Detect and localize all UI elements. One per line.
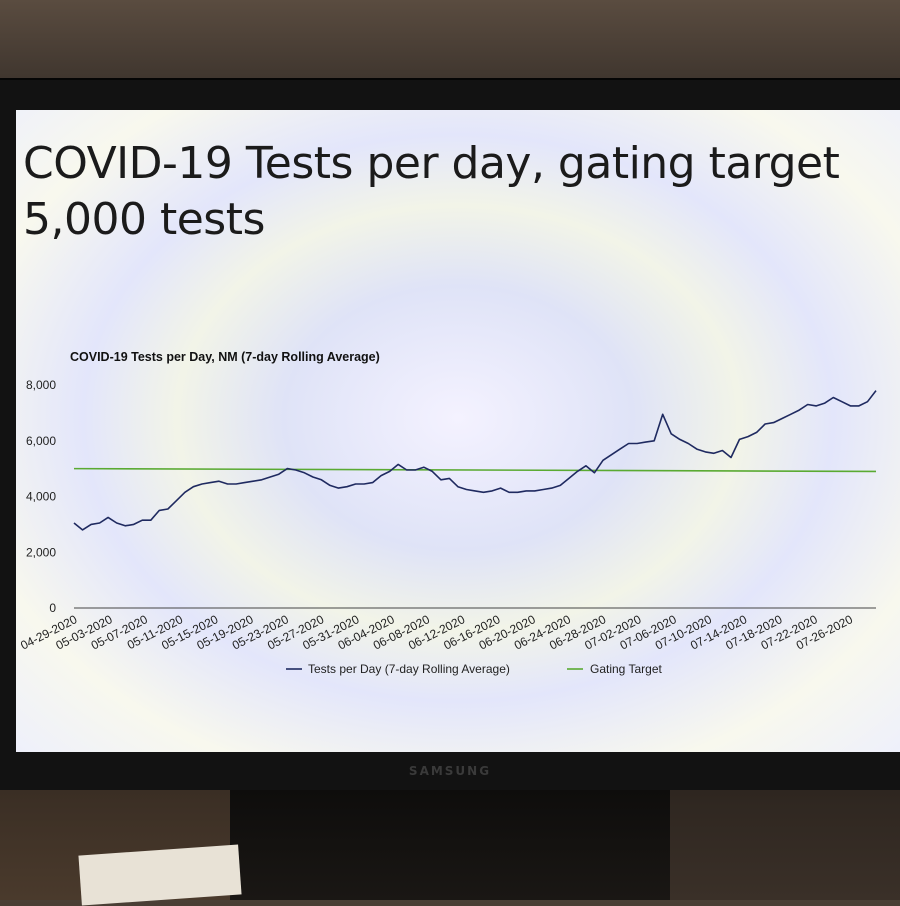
chart-series	[73, 390, 877, 531]
y-axis: 0 2,000 4,000 6,000 8,000	[26, 378, 56, 615]
slide-title: COVID-19 Tests per day, gating target 5,…	[23, 136, 883, 248]
tests-line-chart: COVID-19 Tests per Day, NM (7-day Rollin…	[18, 350, 877, 676]
monitor-bezel: COVID-19 Tests per day, gating target 5,…	[0, 78, 900, 792]
background-wall	[0, 0, 900, 90]
y-tick-label: 8,000	[26, 378, 56, 392]
legend-label-gating: Gating Target	[590, 662, 662, 676]
monitor-brand-logo: SAMSUNG	[408, 764, 492, 778]
series-tests-per-day-line	[73, 390, 877, 531]
y-tick-label: 0	[49, 601, 56, 615]
slide-title-line-1: COVID-19 Tests per day, gating target	[23, 138, 840, 189]
slide-screen: COVID-19 Tests per day, gating target 5,…	[16, 110, 900, 752]
chart-title: COVID-19 Tests per Day, NM (7-day Rollin…	[70, 350, 380, 364]
legend-label-tests: Tests per Day (7-day Rolling Average)	[308, 662, 510, 676]
series-gating-target-line	[73, 467, 877, 473]
slide-title-line-2: 5,000 tests	[23, 194, 265, 245]
y-tick-label: 6,000	[26, 434, 56, 448]
x-axis: 04-29-202005-03-202005-07-202005-11-2020…	[18, 607, 876, 653]
y-tick-label: 2,000	[26, 545, 56, 559]
desk-right	[670, 790, 900, 900]
chart-legend: Tests per Day (7-day Rolling Average) Gat…	[286, 662, 662, 676]
y-tick-label: 4,000	[26, 490, 56, 504]
monitor-stand	[230, 790, 670, 900]
